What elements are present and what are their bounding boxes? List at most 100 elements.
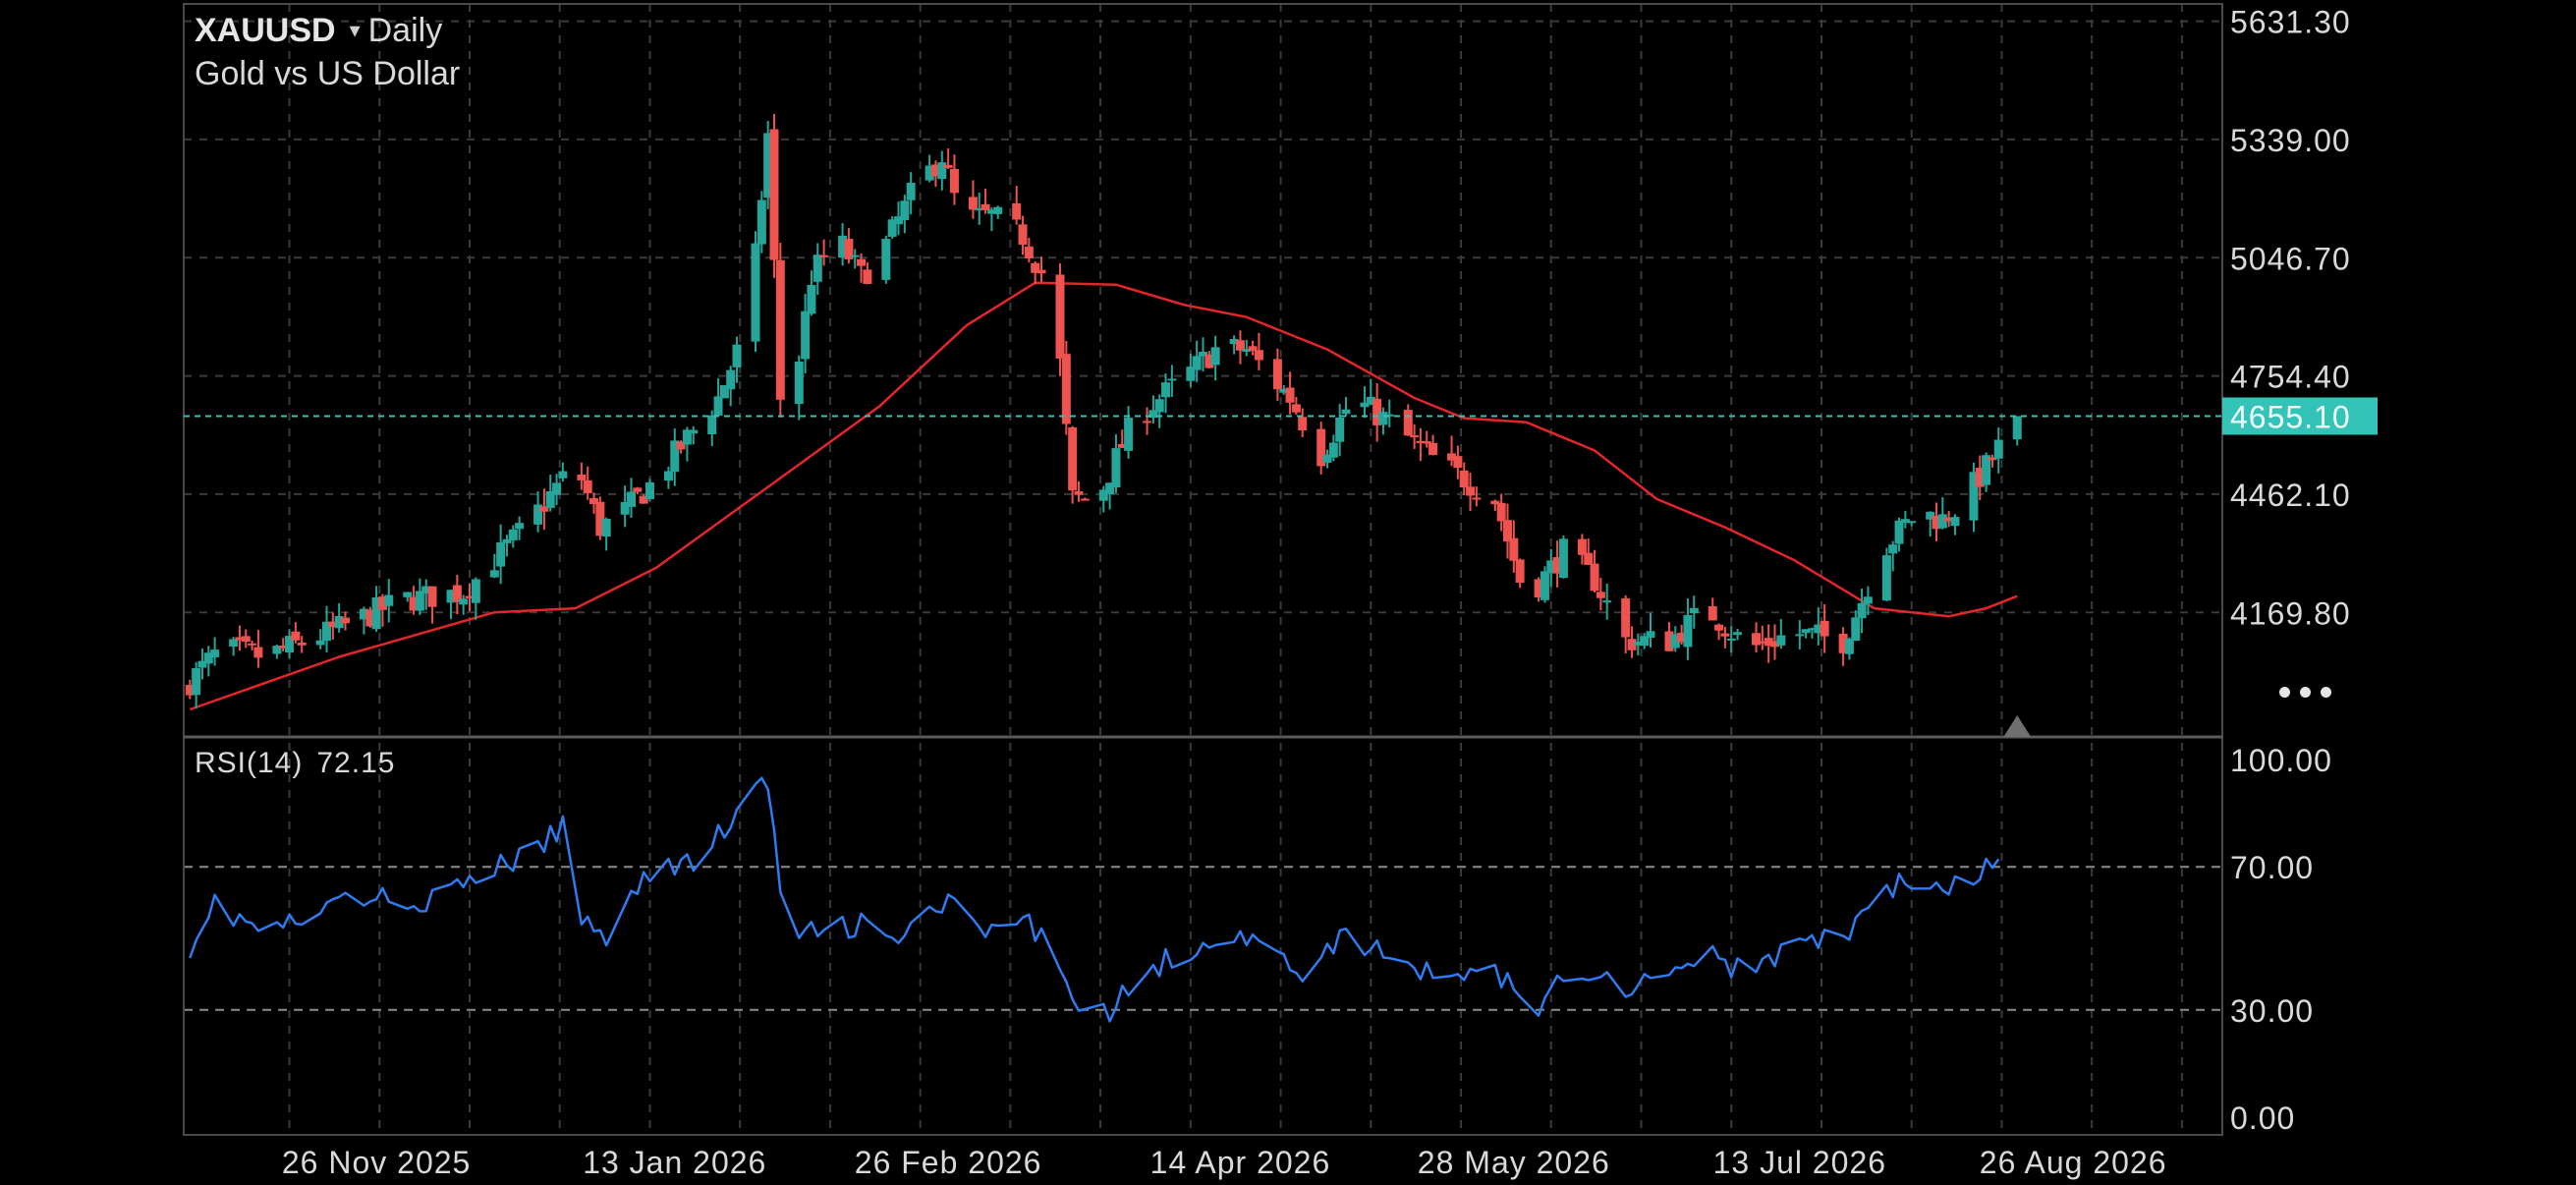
candle-body <box>1031 262 1040 273</box>
candle-body <box>210 649 220 657</box>
candle-body <box>633 487 643 492</box>
date-tick-label: 13 Jan 2026 <box>583 1145 766 1180</box>
candle-body <box>1024 246 1034 258</box>
triangle-up-icon <box>2003 715 2032 737</box>
candle-body <box>1210 347 1220 366</box>
last-price-badge <box>2222 397 2378 435</box>
candle-body <box>1683 614 1693 648</box>
candle-body <box>328 621 338 628</box>
symbol-header[interactable]: XAUUSD ▾ Daily <box>195 12 442 50</box>
candle-body <box>1807 628 1817 631</box>
more-dots-icon[interactable] <box>2273 668 2338 715</box>
candle-body <box>968 197 978 210</box>
candle-body <box>769 129 779 260</box>
candle-body <box>1229 339 1239 345</box>
candle-body <box>1764 638 1773 647</box>
candle-body <box>1590 563 1599 592</box>
candle-body <box>229 639 239 647</box>
candle-body <box>1814 624 1823 634</box>
candle-body <box>1863 596 1873 604</box>
candle-body <box>583 480 592 494</box>
candle-body <box>1403 410 1413 436</box>
candle-body <box>409 596 419 611</box>
candle-body <box>993 206 1003 214</box>
candle-body <box>371 597 381 630</box>
candle-body <box>1534 579 1543 597</box>
candle-body <box>1298 417 1308 430</box>
price-tick-label: 5339.00 <box>2230 123 2351 158</box>
candle-body <box>1950 517 1960 527</box>
date-tick-label: 28 May 2026 <box>1418 1145 1610 1180</box>
candle-body <box>663 471 673 481</box>
candle-body <box>1117 443 1127 448</box>
candle-body <box>1714 624 1724 631</box>
rsi-tick-label: 70.00 <box>2230 850 2314 885</box>
timeframe-dropdown-icon[interactable]: ▾ <box>349 18 361 42</box>
candle-body <box>924 165 934 181</box>
candle-body <box>1154 399 1164 413</box>
candle-body <box>1993 439 2003 459</box>
candle-body <box>1080 498 1090 501</box>
candle-body <box>751 243 760 342</box>
candle-body <box>1459 470 1469 488</box>
rsi-legend: RSI(14) 72.15 <box>195 747 395 780</box>
candle-body <box>291 631 301 641</box>
candle-body <box>1888 544 1898 554</box>
price-tick-label: 5046.70 <box>2230 241 2351 276</box>
candle-body <box>844 239 854 259</box>
candle-body <box>235 637 245 641</box>
rsi-tick-label: 30.00 <box>2230 993 2314 1029</box>
candle-body <box>446 590 456 603</box>
candle-body <box>1926 511 1935 520</box>
candle-body <box>1496 502 1506 522</box>
candle-body <box>937 162 947 180</box>
candle-body <box>1677 632 1687 643</box>
candle-body <box>1820 620 1829 637</box>
candle-body <box>1328 442 1338 458</box>
candle-body <box>1932 515 1941 530</box>
candle-body <box>1167 378 1177 381</box>
candle-body <box>1291 404 1301 413</box>
candle-body <box>1105 482 1115 495</box>
candle-body <box>1502 520 1512 542</box>
candle-body <box>807 284 816 314</box>
candle-body <box>1900 519 1910 523</box>
candle-body <box>1584 552 1594 565</box>
candle-body <box>2012 416 2022 440</box>
candle-body <box>713 396 723 416</box>
candle-body <box>1472 497 1482 500</box>
candle-body <box>1055 274 1065 359</box>
candle-body <box>558 471 568 479</box>
candle-body <box>1944 517 1954 522</box>
candle-body <box>197 660 207 668</box>
candle-body <box>1708 606 1717 621</box>
candle-body <box>539 506 549 512</box>
candle-body <box>900 200 910 221</box>
candle-body <box>1068 426 1078 491</box>
candle-body <box>595 501 605 536</box>
candle-body <box>365 609 375 627</box>
candle-body <box>334 615 344 629</box>
candle-body <box>1988 457 1997 461</box>
symbol-label[interactable]: XAUUSD <box>195 12 336 49</box>
candle-body <box>322 621 332 642</box>
candle-body <box>496 542 506 567</box>
candle-body <box>639 495 648 504</box>
candle-body <box>1148 410 1158 419</box>
candle-body <box>1801 629 1811 634</box>
price-tick-label: 4754.40 <box>2230 360 2351 395</box>
rsi-value: 72.15 <box>316 747 396 779</box>
candle-body <box>1186 367 1196 381</box>
price-tick-label: 5631.30 <box>2230 5 2351 40</box>
candle-body <box>427 586 437 607</box>
candle-body <box>1509 537 1519 561</box>
candle-body <box>415 591 424 611</box>
candle-body <box>515 523 525 530</box>
rsi-line <box>189 776 2000 1023</box>
candle-body <box>278 645 288 649</box>
candle-body <box>1074 490 1084 495</box>
candle-body <box>272 646 282 654</box>
timeframe-label[interactable]: Daily <box>367 12 443 49</box>
candle-body <box>601 519 611 537</box>
candle-body <box>801 310 811 360</box>
